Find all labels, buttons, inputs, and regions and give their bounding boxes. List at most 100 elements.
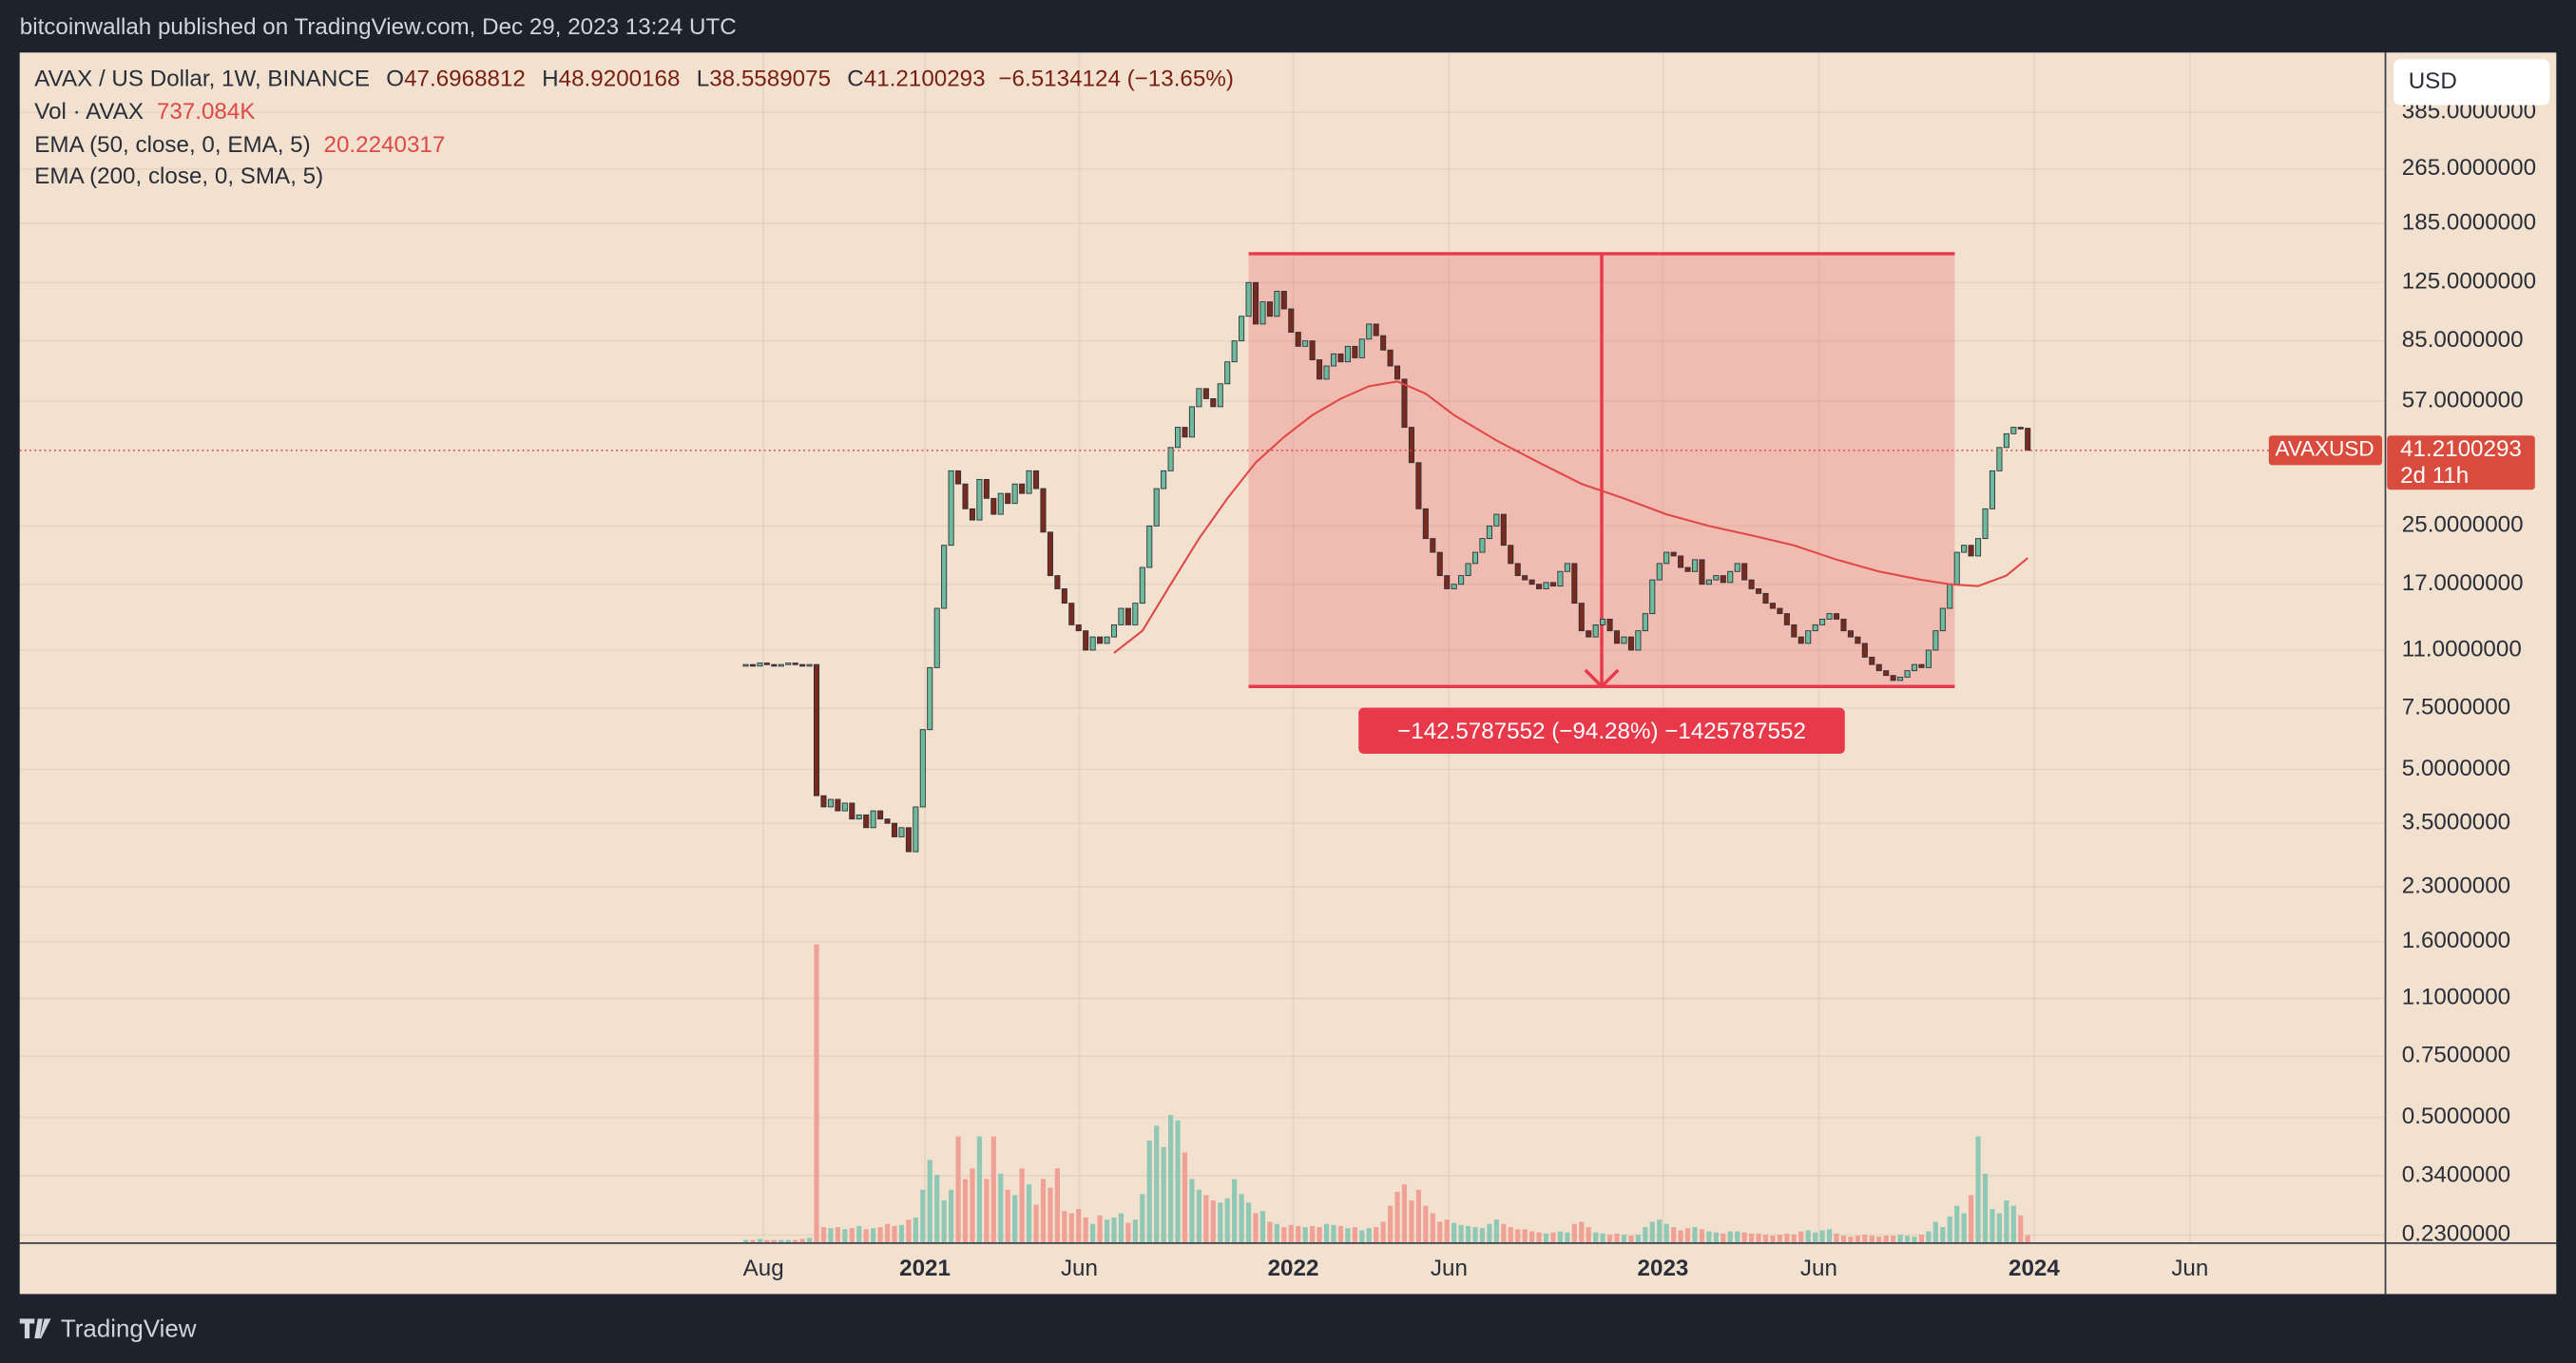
volume-bar	[1969, 1195, 1974, 1243]
candle-body	[1380, 335, 1387, 351]
volume-bar	[1819, 1230, 1825, 1243]
volume-bar	[1068, 1213, 1074, 1243]
y-tick-label: 5.0000000	[2402, 756, 2510, 781]
candle-body	[1394, 365, 1401, 380]
candle-body	[771, 663, 778, 667]
candle-body	[1734, 563, 1740, 572]
candle-body	[1479, 538, 1486, 553]
candle-body	[1869, 656, 1875, 665]
volume-bar	[1487, 1223, 1492, 1243]
volume-bar	[1310, 1225, 1316, 1243]
y-tick-label: 1.1000000	[2402, 985, 2510, 1010]
volume-bar	[1146, 1141, 1152, 1243]
candle-body	[891, 822, 898, 837]
candle-body	[1089, 636, 1096, 651]
volume-bar	[1437, 1221, 1443, 1243]
volume-bar	[1536, 1232, 1542, 1243]
candle-body	[1188, 406, 1195, 438]
x-tick-label: 2023	[1638, 1256, 1689, 1281]
volume-bar	[1245, 1202, 1252, 1243]
volume-bar	[1805, 1230, 1811, 1243]
candle-body	[990, 497, 997, 515]
candle-body	[1387, 349, 1394, 367]
y-tick-label: 2.3000000	[2402, 873, 2510, 898]
candle-body	[1032, 470, 1040, 490]
volume-bar	[1550, 1232, 1556, 1243]
volume-bar	[1918, 1234, 1925, 1243]
candle-body	[1202, 388, 1209, 399]
volume-bar	[898, 1224, 905, 1243]
volume-bar	[757, 1238, 763, 1243]
symbol-label-box	[2268, 435, 2383, 466]
volume-bar	[984, 1179, 990, 1243]
volume-bar	[1232, 1179, 1238, 1243]
symbol-label: AVAXUSD	[2276, 437, 2374, 461]
volume-bar	[1713, 1232, 1719, 1243]
volume-bar	[962, 1179, 969, 1243]
candle-body	[1366, 323, 1373, 340]
brand-name: TradingView	[61, 1315, 197, 1342]
volume-bar	[1762, 1234, 1769, 1243]
candle-body	[1586, 630, 1592, 638]
volume-bar	[1643, 1227, 1648, 1243]
volume-bar	[806, 1238, 813, 1243]
candle-body	[1635, 630, 1642, 651]
candle-body	[814, 663, 820, 797]
candle-body	[1309, 340, 1316, 360]
legend-ohlc-key: C	[847, 67, 863, 92]
candle-body	[955, 470, 962, 485]
volume-bar	[1203, 1195, 1209, 1243]
volume-bar	[1735, 1231, 1740, 1243]
volume-bar	[2025, 1235, 2030, 1243]
candle-body	[835, 798, 841, 812]
volume-bar	[1501, 1223, 1507, 1243]
volume-bar	[1097, 1215, 1103, 1243]
volume-bar	[998, 1173, 1004, 1243]
volume-bar	[1111, 1217, 1117, 1243]
publisher: bitcoinwallah published on TradingView.c…	[20, 14, 737, 40]
currency-button[interactable]	[2393, 59, 2550, 106]
candle-body	[1500, 513, 1507, 547]
candle-body	[1656, 563, 1663, 581]
candle-body	[1621, 636, 1627, 644]
volume-bar	[1345, 1228, 1351, 1243]
candle-body	[1890, 675, 1896, 682]
x-tick-label: 2021	[899, 1256, 951, 1281]
volume-bar	[1770, 1236, 1776, 1243]
volume-bar	[1699, 1229, 1705, 1243]
candle-body	[1352, 345, 1358, 358]
candle-body	[849, 802, 855, 820]
volume-bar	[877, 1227, 883, 1243]
candle-body	[1323, 365, 1330, 380]
candle-body	[983, 478, 990, 499]
y-tick-label: 85.0000000	[2402, 327, 2524, 353]
candle-body	[1153, 488, 1160, 527]
candle-body	[1451, 584, 1457, 589]
candle-body	[1649, 579, 1656, 615]
candle-body	[1756, 588, 1762, 594]
volume-bar	[1565, 1232, 1570, 1243]
volume-bar	[1657, 1219, 1663, 1243]
candle-body	[1146, 525, 1153, 568]
candle-body	[1210, 398, 1217, 408]
y-tick-label: 57.0000000	[2402, 388, 2524, 413]
currency-button-label[interactable]: USD	[2409, 68, 2457, 94]
volume-bar	[1175, 1120, 1181, 1243]
volume-bar	[1239, 1194, 1244, 1243]
candle-body	[1444, 575, 1451, 589]
x-tick-label: Jun	[1431, 1256, 1468, 1281]
candle-body	[1883, 670, 1890, 677]
volume-bar	[1926, 1231, 1932, 1243]
candle-body	[962, 483, 969, 509]
candle-body	[969, 508, 975, 521]
candle-body	[1040, 488, 1047, 533]
volume-bar	[990, 1136, 996, 1243]
volume-bar	[820, 1227, 827, 1243]
volume-bar	[1741, 1232, 1747, 1243]
volume-bar	[842, 1229, 848, 1243]
candle-body	[1097, 636, 1104, 644]
candle-body	[877, 810, 884, 820]
volume-bar	[1947, 1216, 1952, 1243]
legend-ema50-name: EMA (50, close, 0, EMA, 5)	[34, 132, 310, 158]
candle-body	[1161, 470, 1167, 490]
